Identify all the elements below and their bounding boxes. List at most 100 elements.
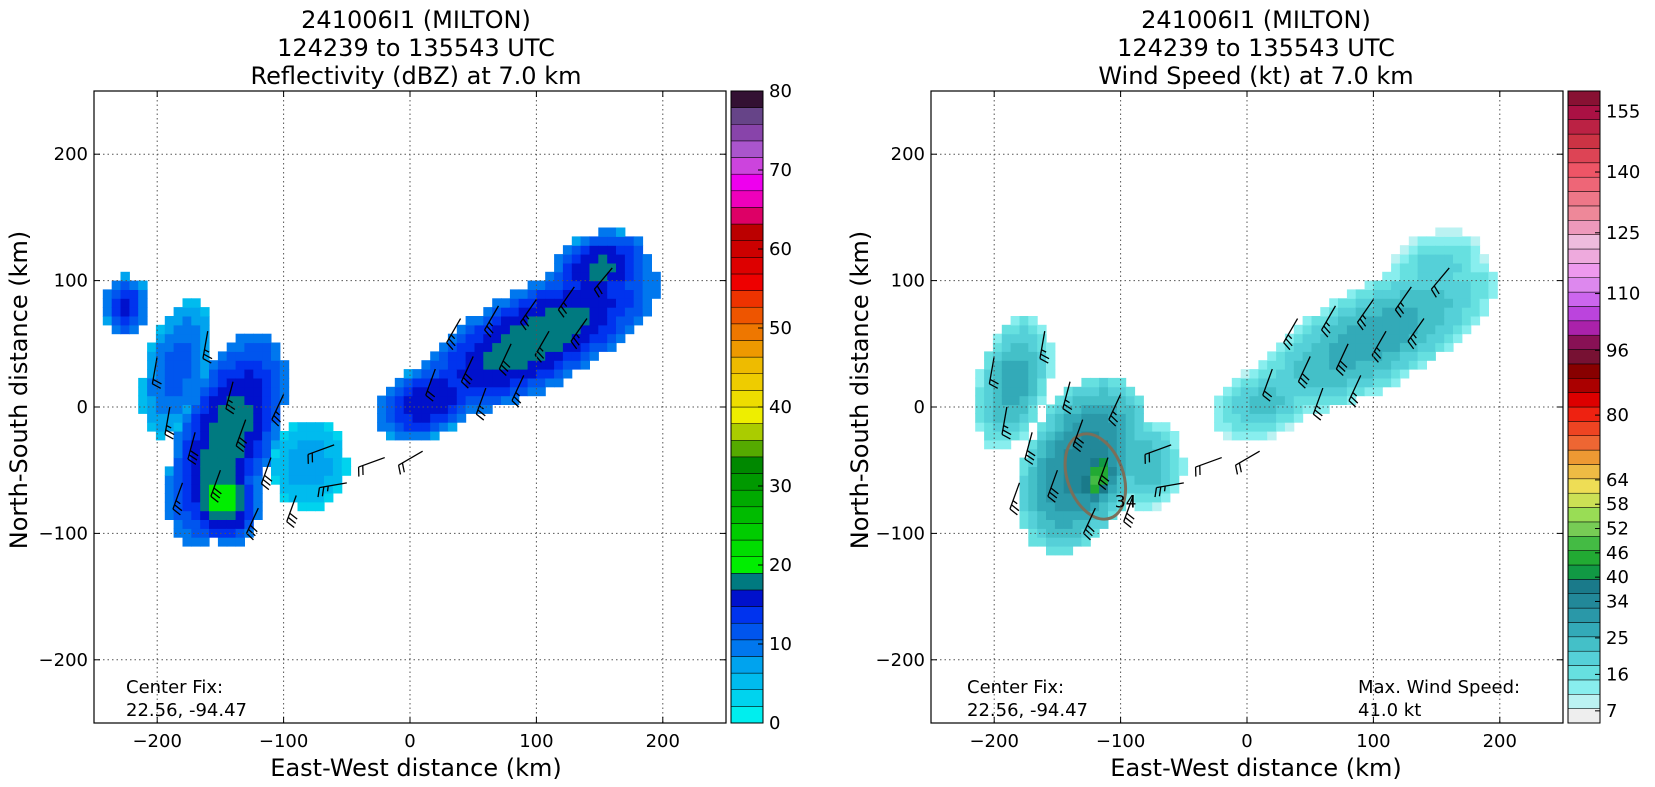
wind-barb — [271, 394, 285, 427]
field-cell — [1240, 422, 1251, 432]
field-cell — [607, 289, 617, 299]
field-cell — [536, 386, 546, 397]
field-cell — [1001, 369, 1012, 379]
field-cell — [1231, 395, 1242, 405]
field-cell — [1267, 369, 1277, 379]
field-cell — [1249, 377, 1259, 388]
field-cell — [1355, 377, 1366, 388]
reflectivity-title-line-1: 241006I1 (MILTON) — [301, 6, 531, 34]
field-cell — [527, 342, 537, 352]
field-cell — [1099, 431, 1109, 441]
field-cell — [607, 307, 617, 317]
field-cell — [527, 351, 537, 361]
field-cell — [1152, 493, 1162, 503]
field-cell — [1054, 510, 1065, 520]
field-cell — [1373, 289, 1383, 299]
field-cell — [279, 484, 290, 494]
field-cell — [191, 316, 201, 326]
field-cell — [616, 316, 626, 326]
colorbar-segment — [730, 173, 764, 192]
field-cell — [1417, 360, 1427, 370]
field-cell — [1417, 342, 1427, 352]
field-cell — [217, 493, 228, 503]
field-cell — [120, 307, 130, 317]
field-cell — [262, 413, 272, 423]
field-cell — [1258, 422, 1268, 432]
field-cell — [226, 377, 237, 388]
field-cell — [306, 439, 316, 450]
field-cell — [279, 457, 290, 467]
field-cell — [288, 484, 299, 494]
field-cell — [1329, 342, 1339, 352]
field-cell — [1010, 377, 1020, 388]
field-cell — [1417, 351, 1427, 361]
field-cell — [430, 404, 440, 414]
field-cell — [1143, 501, 1153, 512]
field-cell — [253, 448, 263, 459]
field-cell — [412, 369, 422, 379]
field-cell — [456, 404, 467, 414]
field-cell — [589, 298, 599, 308]
field-cell — [244, 360, 254, 370]
field-cell — [984, 439, 994, 450]
field-cell — [447, 342, 458, 352]
field-cell — [527, 298, 537, 308]
field-cell — [262, 457, 272, 467]
field-cell — [509, 333, 520, 344]
field-cell — [992, 439, 1003, 450]
field-cell — [1426, 271, 1436, 282]
field-cell — [217, 457, 228, 467]
field-cell — [1134, 448, 1144, 459]
field-cell — [1063, 457, 1074, 467]
field-cell — [624, 280, 635, 290]
field-cell — [1028, 528, 1038, 538]
field-cell — [164, 466, 175, 476]
colorbar-segment — [730, 90, 764, 108]
colorbar-segment — [1567, 421, 1601, 436]
field-cell — [624, 245, 635, 255]
field-cell — [1276, 386, 1286, 397]
field-cell — [226, 484, 237, 494]
field-cell — [217, 351, 228, 361]
field-cell — [1072, 386, 1082, 397]
field-cell — [456, 369, 467, 379]
field-cell — [1090, 528, 1100, 538]
colorbar-tick-label: 40 — [769, 397, 792, 418]
field-cell — [483, 307, 493, 317]
field-cell — [607, 298, 617, 308]
field-cell — [1081, 457, 1091, 467]
field-cell — [527, 377, 537, 388]
field-cell — [1054, 493, 1065, 503]
field-cell — [217, 537, 228, 547]
field-cell — [1019, 466, 1029, 476]
field-cell — [1284, 395, 1295, 405]
colorbar-tick-label: 30 — [769, 476, 792, 497]
field-cell — [226, 404, 237, 414]
field-cell — [1426, 307, 1436, 317]
field-cell — [571, 236, 582, 246]
field-cell — [571, 254, 582, 264]
field-cell — [474, 333, 484, 344]
field-cell — [1470, 271, 1481, 282]
field-cell — [1063, 519, 1074, 529]
wind-barb — [1097, 457, 1110, 491]
field-cell — [1444, 316, 1454, 326]
colorbar-segment — [730, 606, 764, 624]
field-cell — [1063, 404, 1074, 414]
field-cell — [1090, 413, 1100, 423]
field-cell — [1302, 333, 1312, 344]
field-cell — [111, 307, 122, 317]
field-cell — [173, 493, 183, 503]
field-cell — [421, 395, 431, 405]
field-cell — [580, 262, 590, 273]
field-cell — [1037, 369, 1047, 379]
field-cell — [509, 324, 520, 335]
field-cell — [1054, 528, 1065, 538]
field-cell — [1364, 386, 1374, 397]
field-cell — [1444, 342, 1454, 352]
field-cell — [1028, 510, 1038, 520]
field-cell — [1267, 351, 1277, 361]
field-cell — [1479, 298, 1489, 308]
field-cell — [1382, 369, 1392, 379]
field-cell — [1453, 307, 1463, 317]
